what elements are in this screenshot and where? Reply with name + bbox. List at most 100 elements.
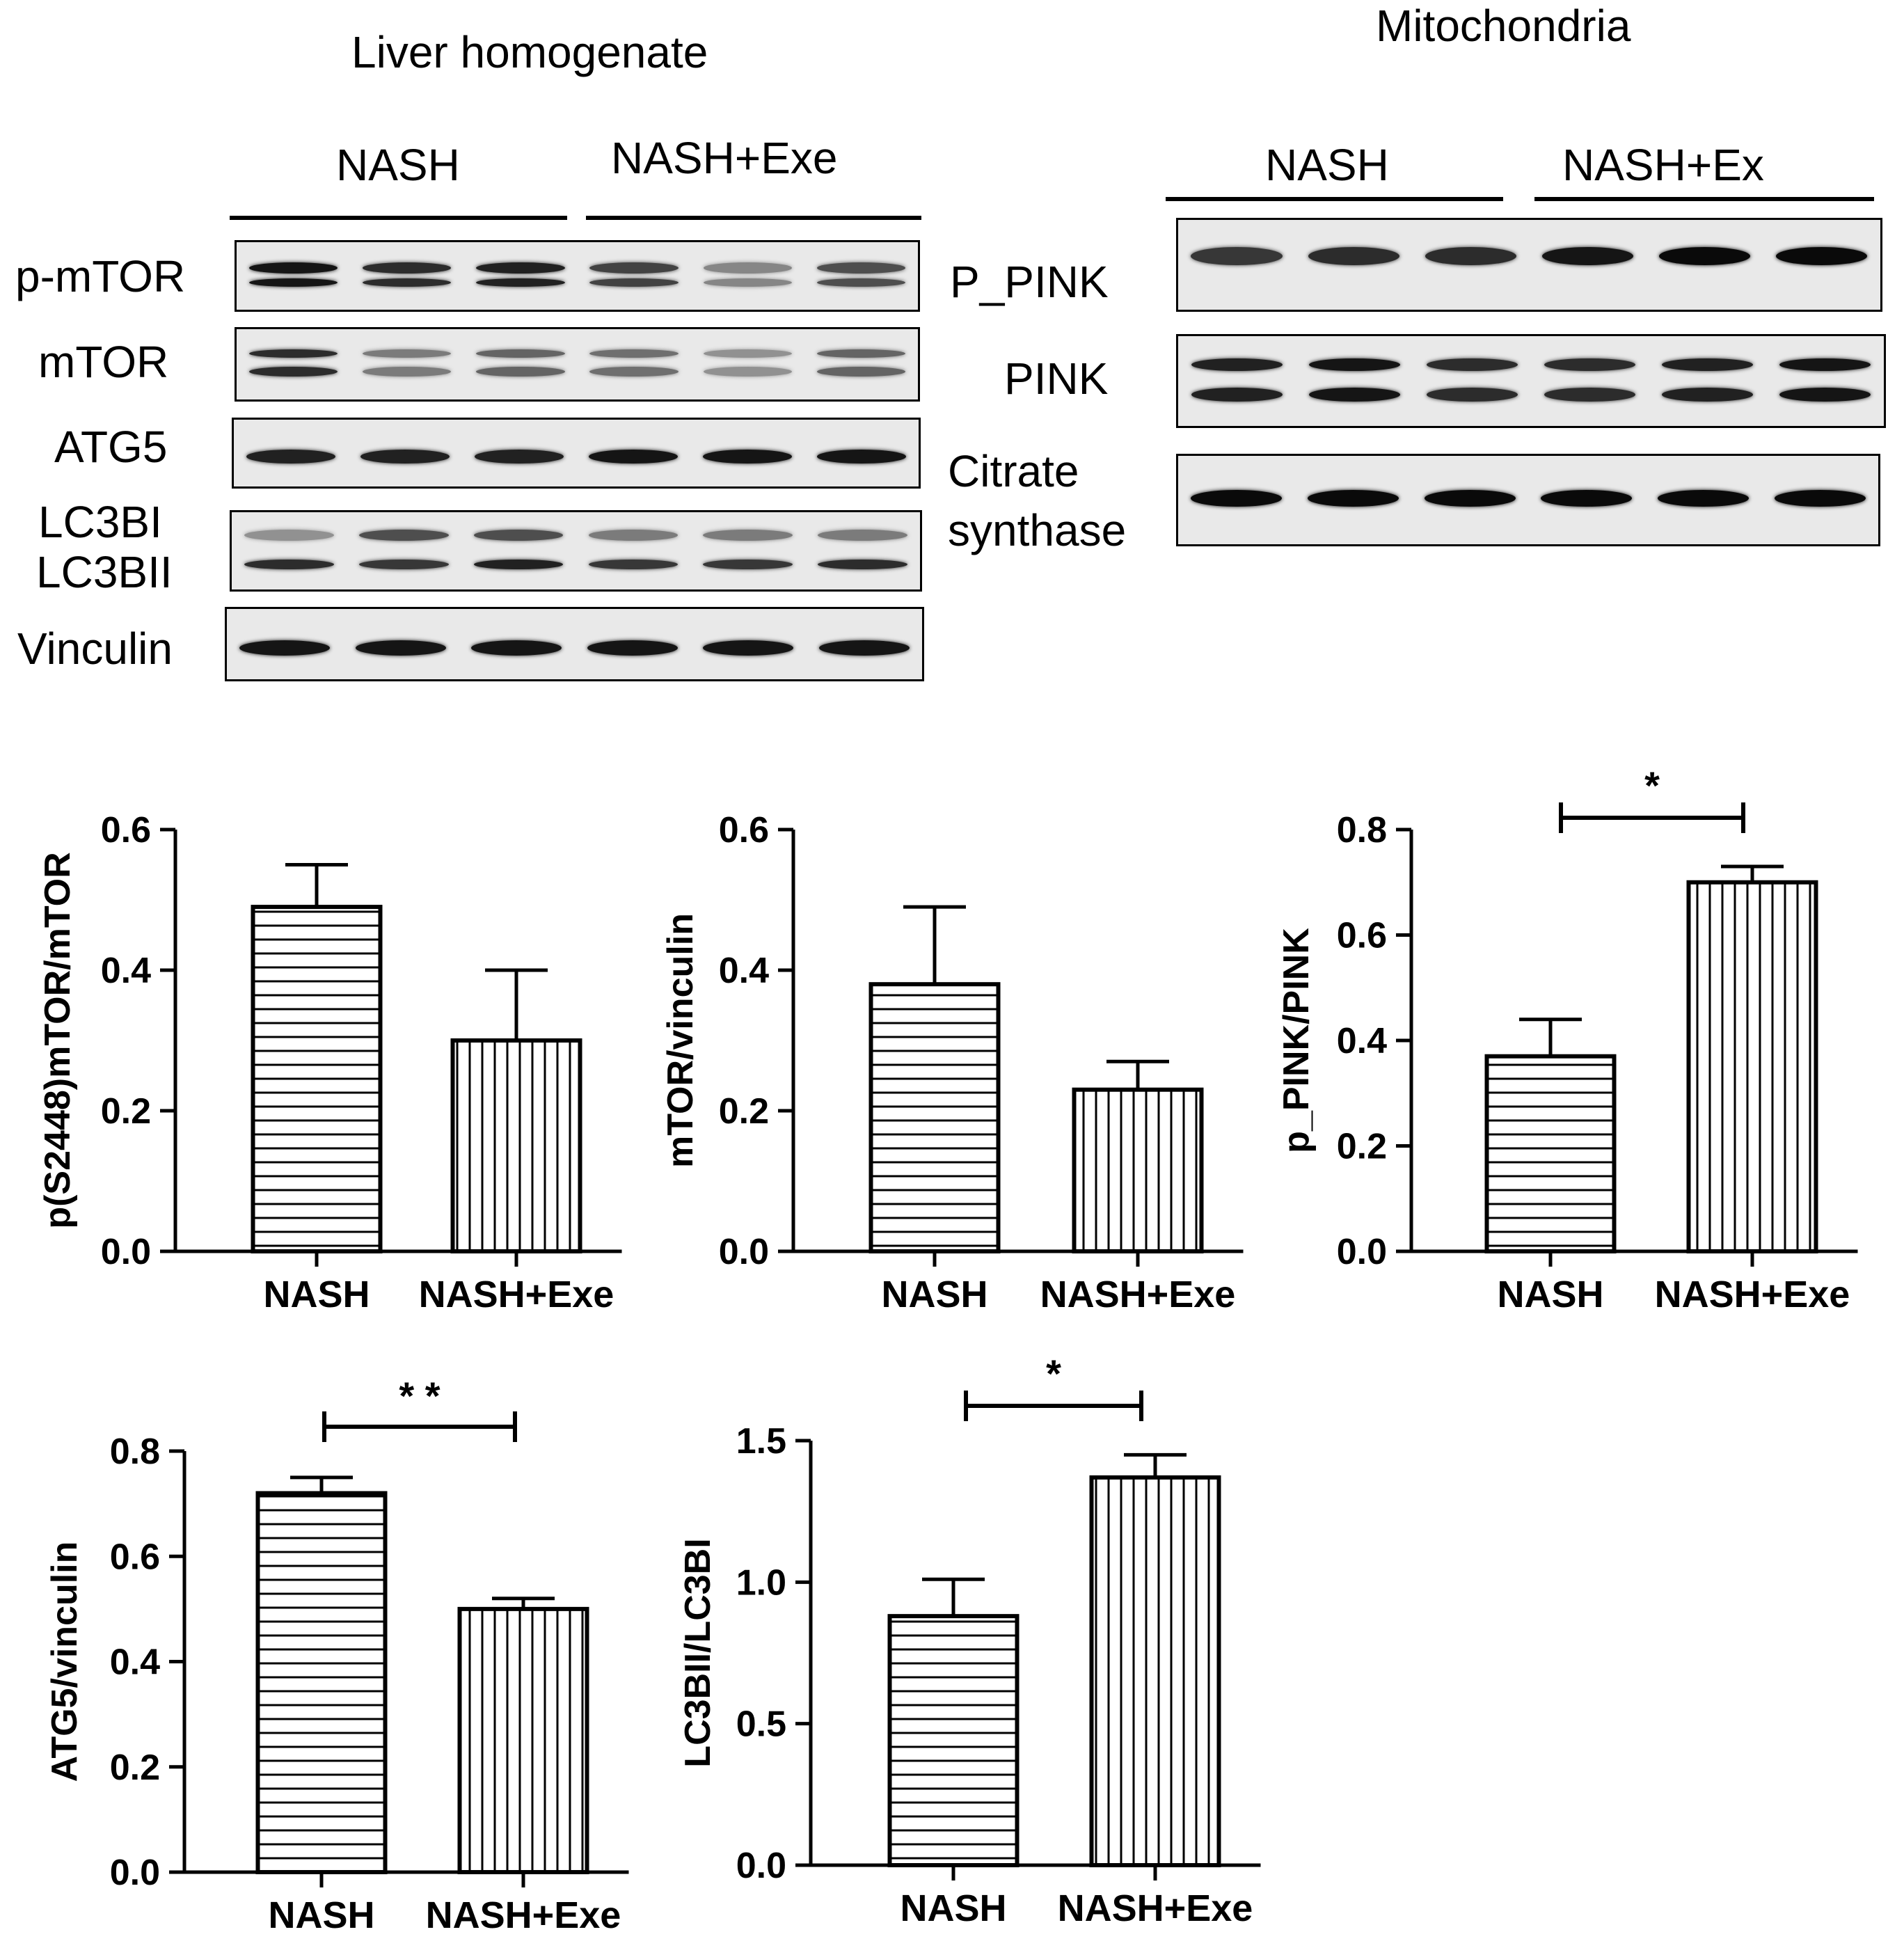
- blot-band: [248, 262, 338, 274]
- blot-label-lc3bii: LC3BII: [36, 547, 173, 597]
- blot-band: [1426, 358, 1518, 372]
- bar-nash: [1484, 1054, 1617, 1253]
- y-tick-label: 0.6: [719, 810, 769, 850]
- blot-band: [248, 349, 338, 358]
- bar-nash: [255, 1491, 388, 1874]
- y-tick-label: 0.4: [101, 951, 151, 991]
- y-tick-label: 0.4: [719, 951, 769, 991]
- mito-group-rule-nash-ex: [1534, 197, 1874, 201]
- y-tick-label: 0.2: [101, 1091, 151, 1132]
- blot-band: [244, 530, 334, 541]
- blot-band: [588, 560, 679, 570]
- y-tick-label: 0.4: [110, 1642, 160, 1683]
- blot-band: [1191, 358, 1283, 372]
- blot-band: [816, 262, 906, 274]
- bar-chart-5: 0.0 0.5 1.0 1.5 LC3BII/LC3BI NASH NASH+Exe *: [678, 1352, 1261, 1929]
- bar-nash-exe: [1089, 1475, 1221, 1868]
- y-tick-label: 0.2: [1337, 1127, 1387, 1167]
- blot-band: [1661, 387, 1754, 402]
- blot-label-atg5: ATG5: [54, 422, 168, 472]
- y-axis-label: ATG5/vinculin: [45, 1542, 85, 1782]
- y-tick-label: 1.5: [736, 1421, 786, 1462]
- y-axis-label: p_PINK/PINK: [1276, 928, 1317, 1153]
- mito-blot-title: Mitochondria: [1376, 1, 1631, 51]
- blot-band: [589, 366, 679, 377]
- x-tick-label: NASH+Exe: [426, 1894, 621, 1936]
- blot-band: [817, 449, 906, 464]
- blot-band: [1779, 358, 1871, 372]
- liver-group-rule-nash: [230, 216, 567, 220]
- blot-band: [363, 278, 452, 287]
- blot-band: [360, 449, 450, 464]
- mito-group-nash: NASH: [1265, 140, 1389, 190]
- blot-band: [1774, 489, 1866, 507]
- y-tick-label: 1.0: [736, 1562, 786, 1603]
- y-tick-label: 0.0: [101, 1232, 151, 1272]
- y-tick-label: 0.8: [1337, 810, 1387, 850]
- blot-vinculin: [225, 607, 924, 681]
- blot-band: [1659, 246, 1751, 265]
- blot-label-lc3bi: LC3BI: [38, 497, 162, 547]
- x-tick-label: NASH: [263, 1274, 370, 1315]
- blot-band: [587, 640, 678, 656]
- liver-group-nash: NASH: [336, 140, 460, 190]
- bar-nash-exe: [1072, 1087, 1204, 1253]
- y-tick-label: 0.0: [719, 1232, 769, 1272]
- blot-label-vinculin: Vinculin: [17, 624, 173, 674]
- blot-band: [588, 530, 679, 541]
- blot-band: [248, 278, 338, 287]
- blot-band: [816, 278, 906, 287]
- significance-label: *: [1644, 763, 1660, 807]
- blot-band: [1544, 387, 1636, 402]
- blot-band: [1191, 246, 1283, 265]
- y-tick-label: 0.6: [101, 810, 151, 850]
- blot-band: [363, 349, 452, 358]
- blot-band: [1658, 489, 1749, 507]
- y-tick-label: 0.5: [736, 1704, 786, 1745]
- liver-blot-title: Liver homogenate: [351, 27, 708, 77]
- blot-band: [239, 640, 331, 656]
- blot-band: [1776, 246, 1868, 265]
- blot-band: [471, 640, 562, 656]
- y-tick-label: 0.6: [1337, 916, 1387, 956]
- blot-band: [358, 530, 449, 541]
- blot-mtor: [235, 327, 920, 402]
- bar-chart-4: 0.0 0.2 0.4 0.6 0.8 ATG5/vinculin NASH NASH+Exe…: [45, 1374, 629, 1936]
- significance-label: * *: [399, 1374, 440, 1418]
- blot-atg5: [232, 418, 921, 489]
- blot-band: [589, 278, 679, 287]
- x-tick-label: NASH: [881, 1274, 987, 1315]
- blot-band: [473, 560, 564, 570]
- blot-pink: [1176, 334, 1886, 428]
- blot-band: [244, 560, 334, 570]
- blot-band: [476, 349, 565, 358]
- mito-group-nash-ex: NASH+Ex: [1562, 140, 1764, 190]
- blot-band: [1191, 387, 1283, 402]
- blot-band: [703, 560, 793, 570]
- blot-band: [476, 366, 565, 377]
- blot-band: [358, 560, 449, 570]
- blot-band: [1425, 246, 1516, 265]
- significance-label: *: [1046, 1352, 1061, 1395]
- blot-band: [1308, 489, 1399, 507]
- blot-band: [363, 366, 452, 377]
- y-tick-label: 0.4: [1337, 1021, 1387, 1061]
- x-tick-label: NASH: [1497, 1274, 1603, 1315]
- blot-band: [1308, 246, 1399, 265]
- blot-band: [703, 349, 792, 358]
- blot-citrate-synthase: [1176, 454, 1880, 546]
- y-axis-label: LC3BII/LC3BI: [678, 1538, 718, 1767]
- bar-chart-3: 0.0 0.2 0.4 0.6 0.8 p_PINK/PINK NASH NASH+Exe *: [1276, 763, 1858, 1315]
- blot-band: [355, 640, 446, 656]
- blot-band: [818, 530, 907, 541]
- blot-band: [818, 640, 910, 656]
- blot-band: [476, 262, 565, 274]
- y-tick-label: 0.0: [1337, 1232, 1387, 1272]
- blot-band: [1544, 358, 1636, 372]
- blot-label-p-mtor: p-mTOR: [15, 251, 186, 301]
- y-tick-label: 0.0: [736, 1846, 786, 1886]
- liver-group-rule-nash-exe: [586, 216, 921, 220]
- blot-band: [818, 560, 907, 570]
- blot-label-pink: PINK: [1004, 354, 1109, 404]
- x-tick-label: NASH+Exe: [1655, 1274, 1850, 1315]
